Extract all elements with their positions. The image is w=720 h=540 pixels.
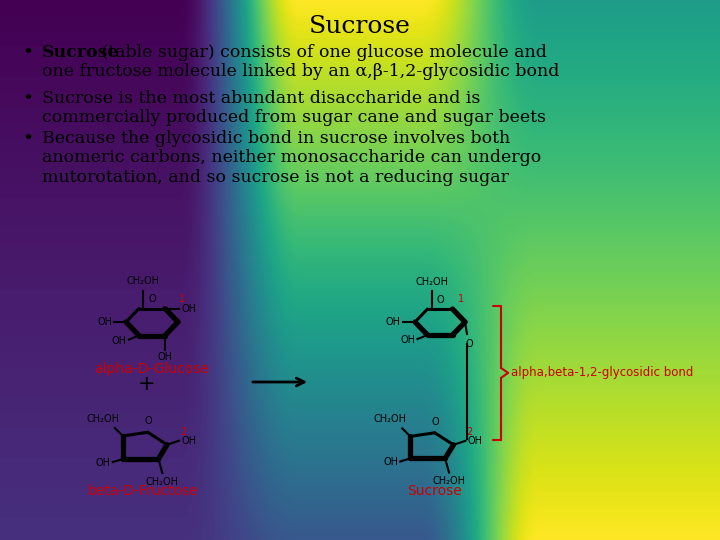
Text: CH₂OH: CH₂OH xyxy=(433,476,466,487)
Text: O: O xyxy=(148,294,156,305)
Text: alpha,beta-1,2-glycosidic bond: alpha,beta-1,2-glycosidic bond xyxy=(511,367,693,380)
Text: •: • xyxy=(22,44,33,62)
Text: O: O xyxy=(432,417,439,427)
Text: OH: OH xyxy=(112,335,127,346)
Text: OH: OH xyxy=(467,436,482,446)
Text: Sucrose: Sucrose xyxy=(42,44,120,61)
Text: Sucrose: Sucrose xyxy=(309,15,411,38)
Text: mutorotation, and so sucrose is not a reducing sugar: mutorotation, and so sucrose is not a re… xyxy=(42,168,509,186)
Text: OH: OH xyxy=(158,353,173,362)
Text: OH: OH xyxy=(96,458,111,468)
Text: OH: OH xyxy=(386,317,401,327)
Text: Because the glycosidic bond in sucrose involves both: Because the glycosidic bond in sucrose i… xyxy=(42,130,510,147)
Text: 2: 2 xyxy=(467,427,473,437)
Text: •: • xyxy=(22,130,33,148)
Text: O: O xyxy=(465,339,473,349)
Text: anomeric carbons, neither monosaccharide can undergo: anomeric carbons, neither monosaccharide… xyxy=(42,150,541,166)
Text: CH₂OH: CH₂OH xyxy=(127,276,160,287)
Text: OH: OH xyxy=(181,303,196,314)
Text: Sucrose is the most abundant disaccharide and is: Sucrose is the most abundant disaccharid… xyxy=(42,90,480,107)
Text: one fructose molecule linked by an α,β-1,2-glycosidic bond: one fructose molecule linked by an α,β-1… xyxy=(42,63,559,80)
Text: CH₂OH: CH₂OH xyxy=(374,414,407,424)
Text: CH₂OH: CH₂OH xyxy=(86,414,120,424)
Text: CH₂OH: CH₂OH xyxy=(415,277,448,287)
Text: OH: OH xyxy=(181,436,196,446)
Text: Sucrose: Sucrose xyxy=(408,484,462,498)
Text: OH: OH xyxy=(383,457,398,468)
Text: (table sugar) consists of one glucose molecule and: (table sugar) consists of one glucose mo… xyxy=(96,44,547,61)
Text: CH₂OH: CH₂OH xyxy=(146,477,179,487)
Text: 2: 2 xyxy=(180,427,186,437)
Text: OH: OH xyxy=(400,335,415,345)
Text: commercially produced from sugar cane and sugar beets: commercially produced from sugar cane an… xyxy=(42,110,546,126)
Text: O: O xyxy=(145,416,153,426)
Text: •: • xyxy=(22,90,33,108)
Text: 1: 1 xyxy=(179,294,185,303)
Text: beta-D-Fructose: beta-D-Fructose xyxy=(88,484,199,498)
Text: O: O xyxy=(436,295,444,305)
Text: alpha-D-Glucose: alpha-D-Glucose xyxy=(94,362,210,376)
Text: 1: 1 xyxy=(457,294,464,304)
Text: +: + xyxy=(138,374,156,394)
Text: OH: OH xyxy=(97,317,112,327)
